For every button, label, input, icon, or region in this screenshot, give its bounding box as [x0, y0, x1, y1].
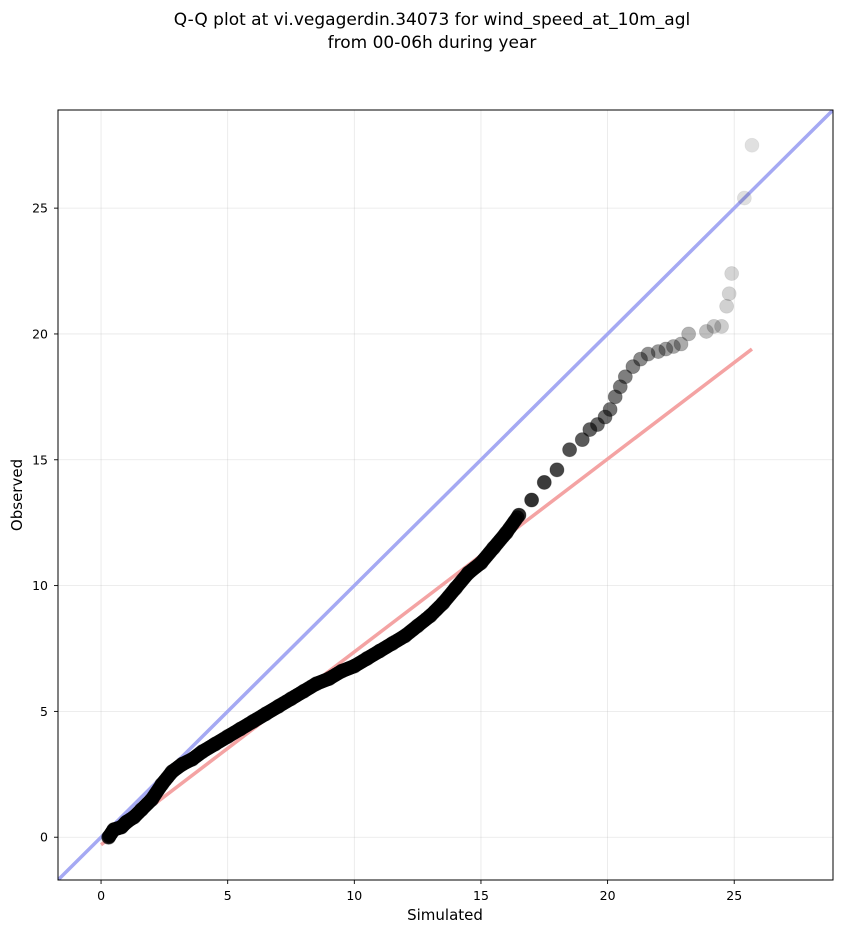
points-layer — [101, 137, 760, 845]
data-point — [617, 369, 633, 385]
data-point — [524, 492, 540, 508]
fit-line — [99, 347, 754, 847]
x-axis-label: Simulated — [407, 906, 483, 924]
data-point — [698, 324, 714, 339]
data-point — [633, 351, 648, 367]
y-tick-label: 15 — [32, 452, 48, 467]
data-point — [724, 266, 740, 281]
chart-subtitle: from 00-06h during year — [328, 33, 537, 53]
data-point — [673, 336, 689, 352]
x-tick-label: 5 — [224, 888, 232, 903]
identity-line — [58, 110, 833, 880]
x-tick-label: 15 — [473, 888, 489, 903]
data-point — [650, 344, 666, 359]
reference-lines — [58, 110, 833, 880]
data-point — [666, 339, 681, 354]
data-point — [714, 319, 729, 334]
x-tick-label: 10 — [346, 888, 362, 903]
x-tick-label: 25 — [726, 888, 742, 903]
data-point — [719, 298, 735, 314]
data-point — [744, 137, 760, 153]
data-point — [681, 326, 697, 342]
data-point — [625, 359, 641, 375]
data-point — [602, 402, 618, 417]
y-tick-label: 5 — [40, 704, 48, 719]
x-tick-label: 0 — [97, 888, 105, 903]
y-tick-label: 20 — [32, 326, 48, 341]
y-tick-label: 10 — [32, 578, 48, 593]
chart-title: Q-Q plot at vi.vegagerdin.34073 for wind… — [174, 10, 690, 30]
data-point — [658, 341, 674, 357]
data-point — [721, 286, 737, 302]
data-point — [549, 462, 565, 478]
grid-layer — [58, 110, 833, 880]
data-point — [510, 510, 525, 525]
y-tick-label: 0 — [40, 830, 48, 845]
x-tick-label: 20 — [600, 888, 616, 903]
data-point — [536, 475, 552, 490]
data-point — [562, 442, 578, 458]
y-tick-label: 25 — [32, 201, 48, 216]
data-point — [706, 319, 722, 334]
data-point — [574, 432, 590, 448]
data-point — [640, 346, 656, 362]
y-axis-label: Observed — [8, 459, 26, 531]
data-point — [736, 190, 752, 206]
plot-frame — [57, 109, 834, 881]
ticks-layer: 0 5 10 15 20 25 0 5 10 15 20 25 — [32, 201, 742, 903]
